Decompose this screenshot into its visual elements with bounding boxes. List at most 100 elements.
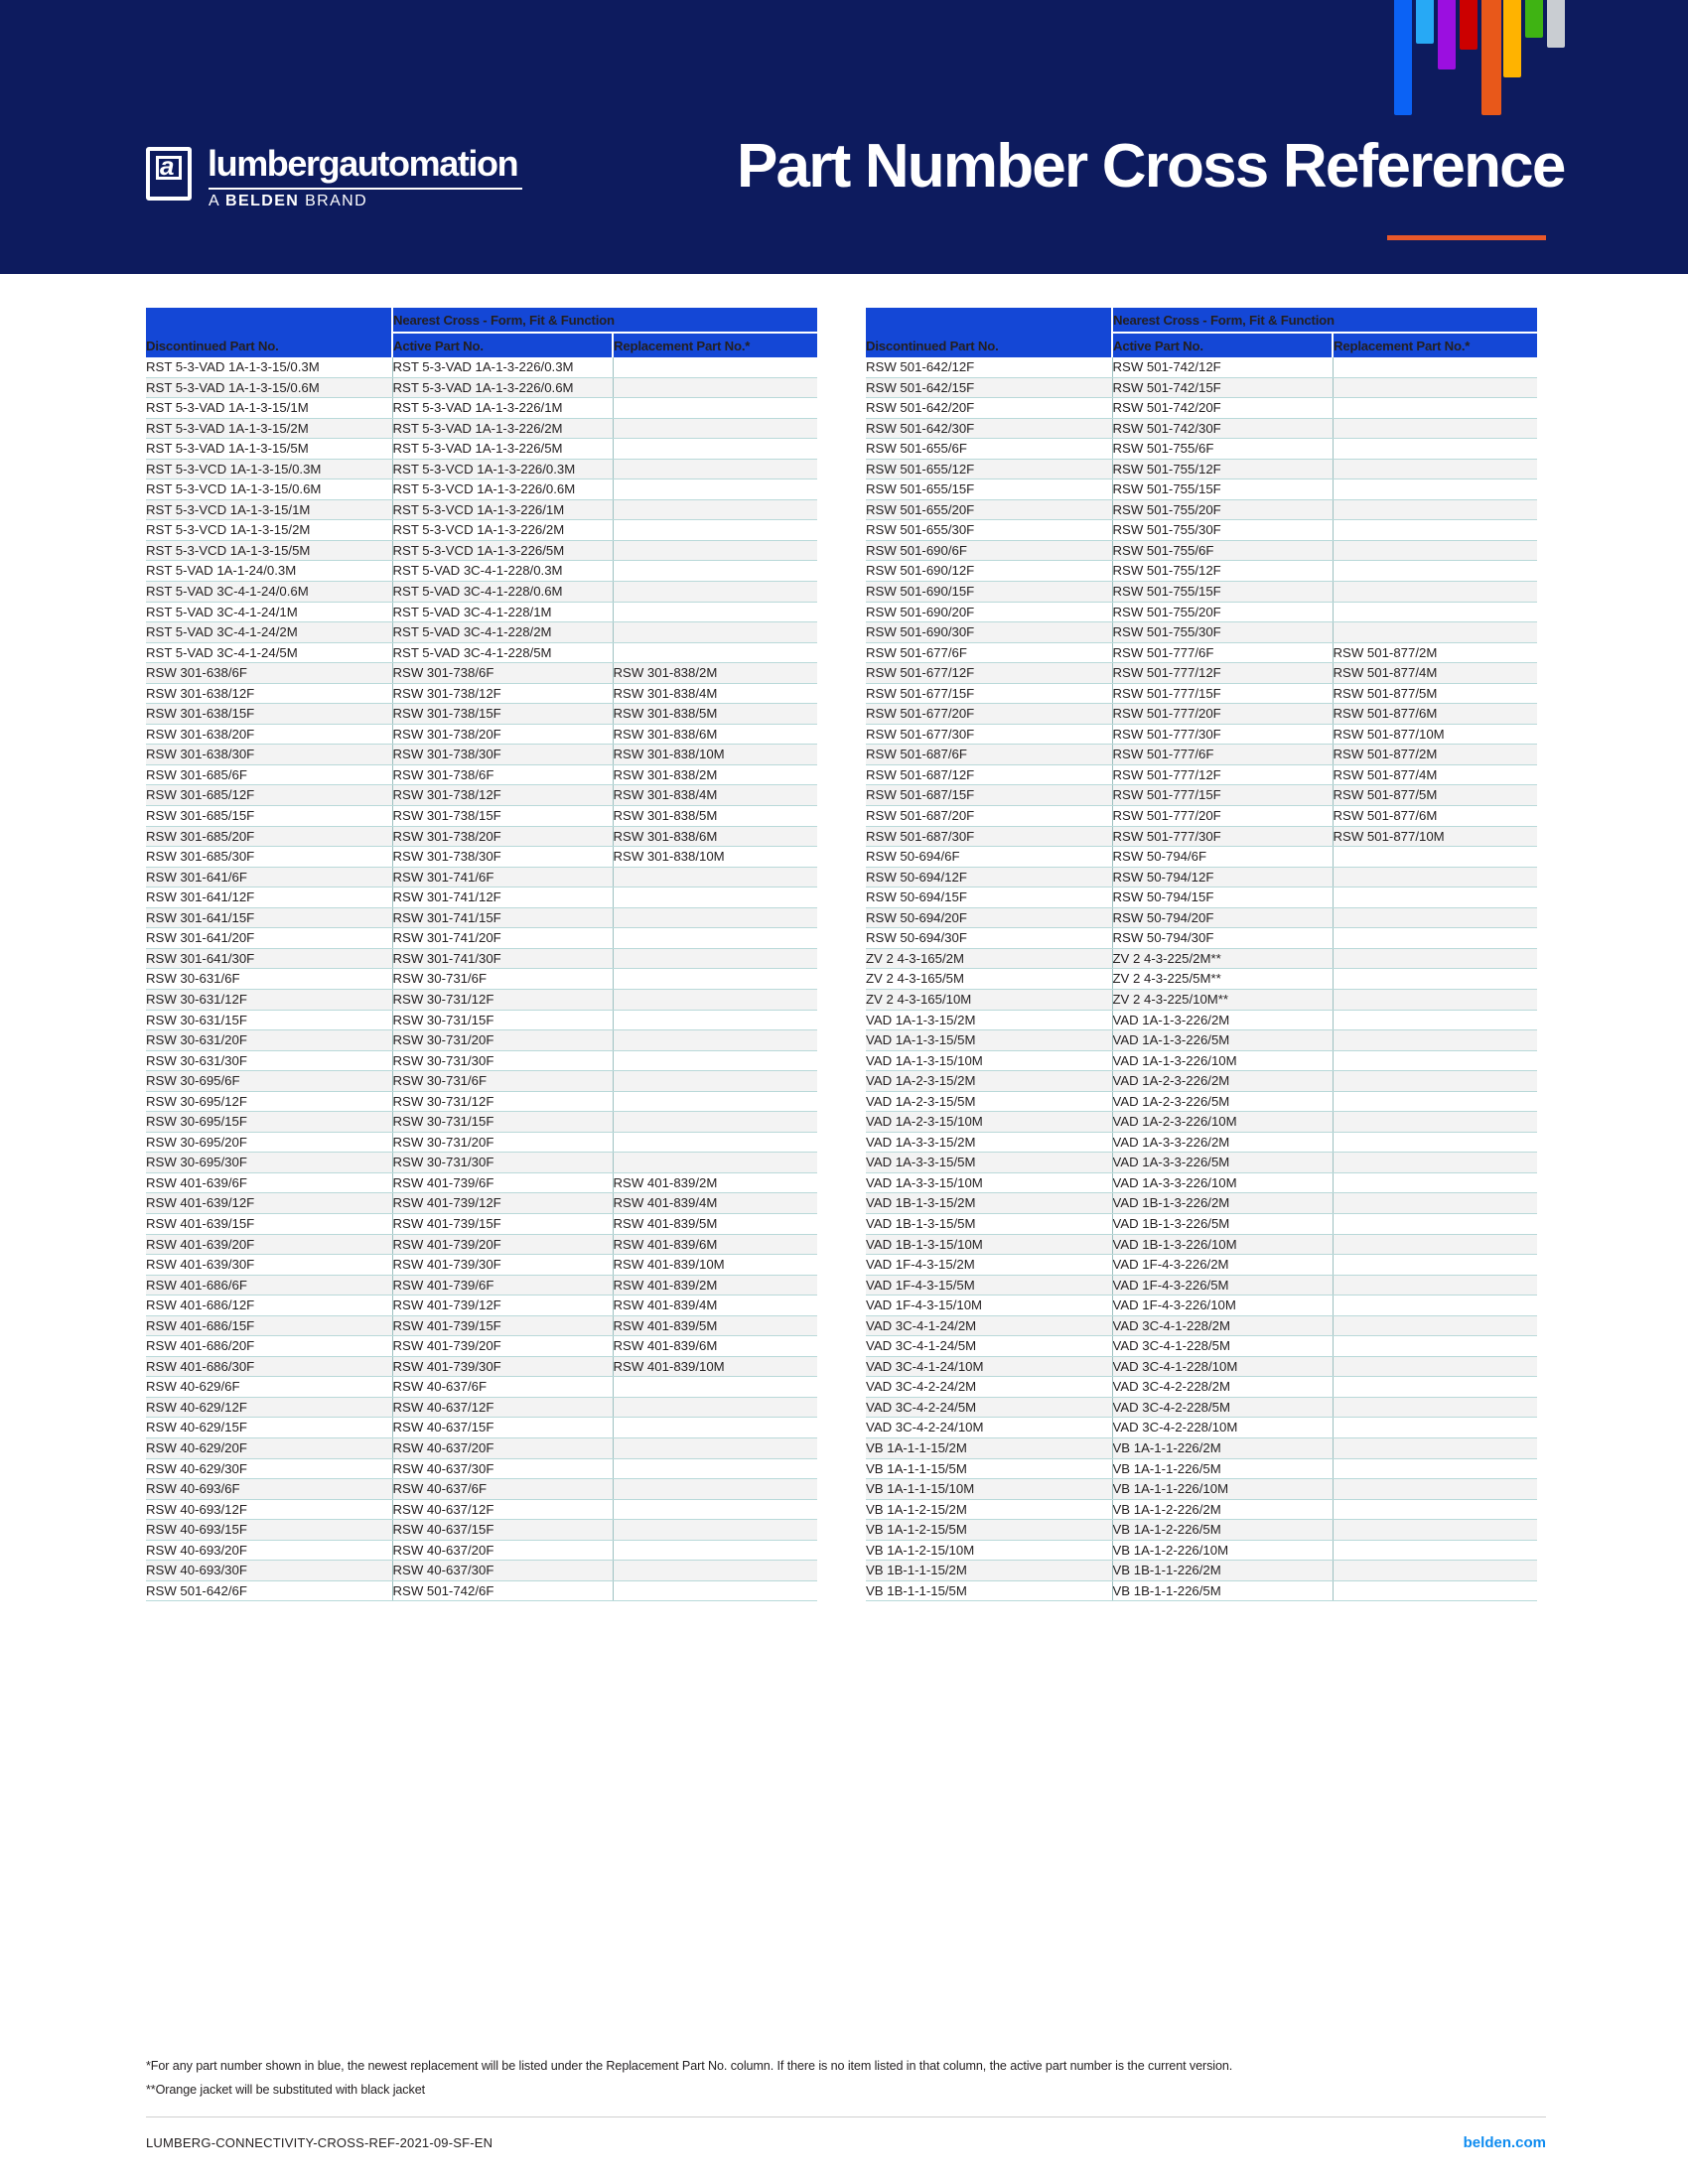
cell-active-part: RSW 501-742/15F <box>1112 377 1334 399</box>
cell-active-part: RSW 40-637/6F <box>392 1478 614 1500</box>
cell-replacement-part <box>613 602 817 623</box>
cell-discontinued-part: RSW 501-687/30F <box>866 826 1113 848</box>
cell-discontinued-part: VAD 1A-1-3-15/5M <box>866 1029 1113 1051</box>
logo-tagline-belden: BELDEN <box>225 193 300 209</box>
cell-active-part: RSW 30-731/30F <box>392 1050 614 1072</box>
cell-active-part: RSW 40-637/20F <box>392 1540 614 1562</box>
cell-active-part: VB 1A-1-2-226/10M <box>1112 1540 1334 1562</box>
cell-replacement-part <box>1333 357 1537 378</box>
cell-replacement-part: RSW 301-838/4M <box>613 683 817 705</box>
cell-discontinued-part: RSW 501-655/30F <box>866 519 1113 541</box>
cell-replacement-part <box>613 1091 817 1113</box>
cell-discontinued-part: RSW 401-639/20F <box>146 1234 393 1256</box>
table-row: RSW 40-693/30F RSW 40-637/30F <box>146 1560 817 1581</box>
cell-active-part: RSW 301-741/6F <box>392 867 614 888</box>
cell-discontinued-part: VAD 3C-4-1-24/5M <box>866 1335 1113 1357</box>
table-row: RSW 50-694/30F RSW 50-794/30F <box>866 927 1537 949</box>
logo-mark-icon: a <box>146 147 192 201</box>
document-id: LUMBERG-CONNECTIVITY-CROSS-REF-2021-09-S… <box>146 2135 493 2150</box>
cell-replacement-part <box>613 438 817 460</box>
cell-replacement-part <box>1333 540 1537 562</box>
cell-discontinued-part: RSW 501-687/15F <box>866 784 1113 807</box>
cell-discontinued-part: VAD 3C-4-2-24/10M <box>866 1417 1113 1438</box>
cell-discontinued-part: RSW 501-690/6F <box>866 540 1113 562</box>
cell-discontinued-part: RSW 501-690/20F <box>866 602 1113 623</box>
cell-discontinued-part: RSW 301-638/15F <box>146 703 393 725</box>
cell-replacement-part <box>1333 846 1537 868</box>
table-row: RSW 501-677/15F RSW 501-777/15F RSW 501-87… <box>866 683 1537 705</box>
cell-active-part: VAD 1F-4-3-226/10M <box>1112 1295 1334 1316</box>
table-row: RSW 50-694/20F RSW 50-794/20F <box>866 907 1537 929</box>
cell-discontinued-part: VB 1A-1-2-15/5M <box>866 1519 1113 1541</box>
cell-discontinued-part: RST 5-3-VAD 1A-1-3-15/1M <box>146 397 393 419</box>
cell-discontinued-part: RSW 30-695/15F <box>146 1111 393 1133</box>
cell-replacement-part: RSW 401-839/6M <box>613 1234 817 1256</box>
footnote-blue-parts: *For any part number shown in blue, the … <box>146 2059 1233 2073</box>
table-row: RSW 50-694/12F RSW 50-794/12F <box>866 867 1537 888</box>
cell-replacement-part <box>1333 418 1537 440</box>
cell-active-part: RSW 301-741/20F <box>392 927 614 949</box>
belden-website-link[interactable]: belden.com <box>1463 2134 1546 2151</box>
table-row: RSW 501-655/6F RSW 501-755/6F <box>866 438 1537 460</box>
cell-discontinued-part: RSW 301-638/20F <box>146 724 393 746</box>
cell-replacement-part <box>1333 1560 1537 1581</box>
cell-replacement-part: RSW 501-877/4M <box>1333 662 1537 684</box>
cell-active-part: RSW 301-738/30F <box>392 744 614 765</box>
cell-discontinued-part: RSW 401-686/6F <box>146 1275 393 1297</box>
cell-active-part: RSW 30-731/20F <box>392 1132 614 1154</box>
cell-replacement-part <box>1333 1213 1537 1235</box>
cell-replacement-part <box>613 1478 817 1500</box>
cell-replacement-part <box>1333 1111 1537 1133</box>
xref-table: Discontinued Part No. Nearest Cross - Fo… <box>866 308 1537 1602</box>
cell-replacement-part <box>613 621 817 643</box>
cell-discontinued-part: RSW 40-629/15F <box>146 1417 393 1438</box>
table-row: RSW 501-655/12F RSW 501-755/12F <box>866 459 1537 480</box>
cell-discontinued-part: VAD 1F-4-3-15/2M <box>866 1254 1113 1276</box>
cell-replacement-part: RSW 501-877/2M <box>1333 744 1537 765</box>
table-row: RSW 301-638/12F RSW 301-738/12F RSW 301-83… <box>146 683 817 705</box>
cell-replacement-part <box>613 887 817 908</box>
table-row: RSW 501-687/12F RSW 501-777/12F RSW 501-87… <box>866 764 1537 786</box>
table-row: RSW 30-695/20F RSW 30-731/20F <box>146 1132 817 1154</box>
table-row: RSW 401-686/30F RSW 401-739/30F RSW 401-83… <box>146 1356 817 1378</box>
cell-discontinued-part: RSW 50-694/12F <box>866 867 1113 888</box>
cell-replacement-part: RSW 401-839/6M <box>613 1335 817 1357</box>
table-row: RSW 501-687/30F RSW 501-777/30F RSW 501-87… <box>866 826 1537 848</box>
cell-discontinued-part: RSW 401-686/15F <box>146 1315 393 1337</box>
table-row: RSW 301-641/20F RSW 301-741/20F <box>146 927 817 949</box>
cell-replacement-part <box>1333 519 1537 541</box>
cell-discontinued-part: RSW 301-685/6F <box>146 764 393 786</box>
col-header-active: Active Part No. <box>1112 333 1334 357</box>
cell-active-part: ZV 2 4-3-225/10M** <box>1112 989 1334 1011</box>
cell-active-part: VAD 1F-4-3-226/5M <box>1112 1275 1334 1297</box>
cell-discontinued-part: RSW 301-641/12F <box>146 887 393 908</box>
cell-replacement-part <box>1333 1275 1537 1297</box>
table-header-row-bottom: Active Part No. Replacement Part No.* <box>866 333 1537 357</box>
table-row: RSW 401-639/6F RSW 401-739/6F RSW 401-839/… <box>146 1172 817 1194</box>
table-row: VB 1A-1-1-15/10M VB 1A-1-1-226/10M <box>866 1478 1537 1500</box>
table-row: RSW 501-642/12F RSW 501-742/12F <box>866 357 1537 378</box>
cell-active-part: RSW 501-755/20F <box>1112 499 1334 521</box>
cell-discontinued-part: RSW 301-641/6F <box>146 867 393 888</box>
cell-replacement-part: RSW 501-877/4M <box>1333 764 1537 786</box>
cell-replacement-part: RSW 501-877/6M <box>1333 805 1537 827</box>
table-row: RSW 301-685/30F RSW 301-738/30F RSW 301-83… <box>146 846 817 868</box>
cell-discontinued-part: RSW 40-693/20F <box>146 1540 393 1562</box>
cell-replacement-part <box>1333 1070 1537 1092</box>
cell-active-part: VAD 1A-1-3-226/5M <box>1112 1029 1334 1051</box>
cell-replacement-part <box>1333 1091 1537 1113</box>
table-row: RST 5-3-VCD 1A-1-3-15/1M RST 5-3-VCD 1A-1… <box>146 499 817 521</box>
table-header-row-top: Discontinued Part No. Nearest Cross - Fo… <box>146 308 817 357</box>
cell-discontinued-part: ZV 2 4-3-165/2M <box>866 948 1113 970</box>
cell-discontinued-part: RSW 401-686/30F <box>146 1356 393 1378</box>
table-row: RSW 30-695/30F RSW 30-731/30F <box>146 1152 817 1173</box>
cell-discontinued-part: RSW 30-631/15F <box>146 1010 393 1031</box>
table-row: VAD 1F-4-3-15/2M VAD 1F-4-3-226/2M <box>866 1254 1537 1276</box>
cell-discontinued-part: VAD 1B-1-3-15/5M <box>866 1213 1113 1235</box>
cell-discontinued-part: RSW 40-693/12F <box>146 1499 393 1521</box>
cell-active-part: RST 5-3-VAD 1A-1-3-226/0.3M <box>392 357 614 378</box>
table-row: RSW 40-629/15F RSW 40-637/15F <box>146 1417 817 1438</box>
cell-active-part: RSW 301-738/20F <box>392 826 614 848</box>
cell-discontinued-part: RSW 401-639/12F <box>146 1192 393 1214</box>
